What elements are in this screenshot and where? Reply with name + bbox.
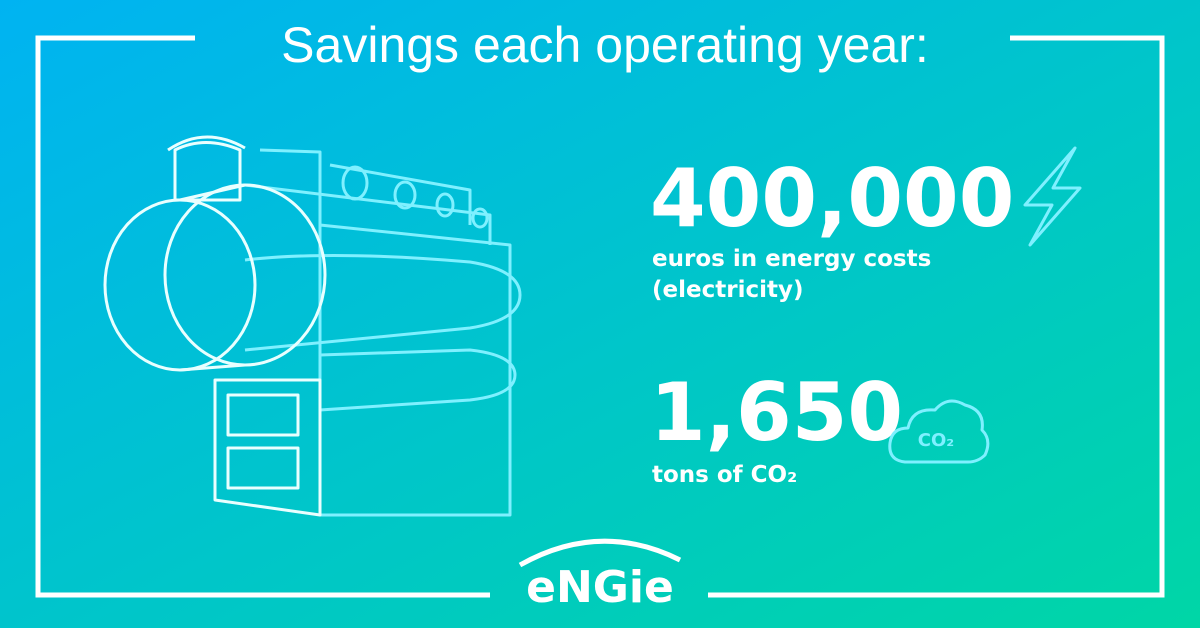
frame bbox=[35, 35, 1165, 598]
logo: eNGie bbox=[526, 562, 674, 613]
chiller-illustration bbox=[103, 135, 522, 517]
stat-label: euros in energy costs bbox=[652, 246, 931, 272]
stat-value: 1,650 bbox=[650, 366, 903, 459]
title: Savings each operating year: bbox=[281, 17, 929, 73]
cloud-icon bbox=[888, 399, 990, 464]
stat-value: 400,000 bbox=[650, 152, 1014, 245]
stat-label: tons of CO₂ bbox=[652, 462, 797, 488]
stat-label: (electricity) bbox=[652, 277, 803, 303]
icon-label: CO₂ bbox=[918, 430, 954, 451]
logo-arc bbox=[518, 538, 682, 568]
lightning-icon bbox=[1023, 146, 1082, 247]
